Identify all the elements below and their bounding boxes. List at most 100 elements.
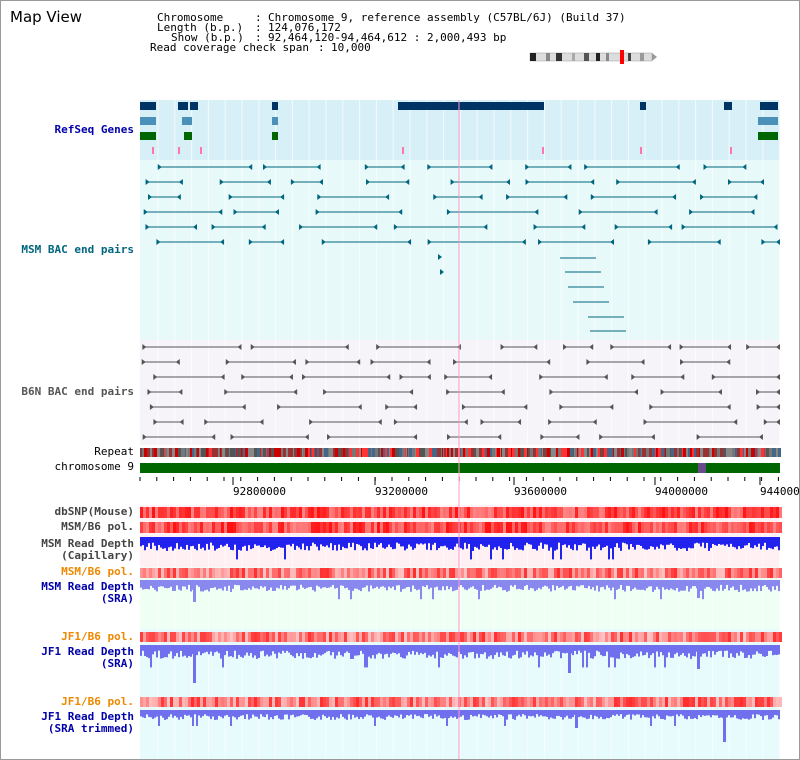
heat-cell [308, 697, 311, 707]
repeat-element [589, 448, 590, 457]
depth-bar [714, 645, 716, 655]
repeat-element [740, 448, 743, 457]
b6n-bac-end-pairs-track[interactable] [141, 344, 780, 440]
bac-end [726, 404, 731, 410]
depth-bar [252, 710, 254, 715]
depth-bar [496, 710, 498, 718]
repeat-track[interactable] [140, 448, 781, 457]
depth-bar [536, 645, 538, 656]
heat-cell [662, 522, 665, 533]
depth-bar [428, 537, 430, 544]
heat-cell [533, 522, 536, 533]
depth-bar [624, 645, 626, 659]
bac-end [233, 209, 238, 215]
depth-bar [264, 580, 266, 587]
heat-cell [632, 507, 635, 518]
heat-cell [671, 697, 674, 707]
depth-bar [478, 580, 480, 600]
heat-cell [479, 522, 482, 533]
chromosome-ideogram[interactable] [529, 50, 657, 64]
depth-bar [740, 537, 742, 549]
bac-end [344, 344, 349, 350]
heat-cell [191, 507, 194, 518]
depth-bar [292, 580, 294, 586]
depth-bar [194, 710, 196, 715]
repeat-element [266, 448, 267, 457]
heat-cell [275, 522, 278, 533]
depth-bar [254, 580, 256, 589]
depth-bar [766, 645, 768, 656]
heat-cell [653, 568, 656, 578]
depth-bar [560, 645, 562, 659]
depth-bar [654, 710, 656, 719]
heat-cell [527, 632, 530, 642]
depth-bar [452, 537, 454, 550]
heat-cell [266, 507, 269, 518]
depth-bar [462, 710, 464, 716]
depth-bar [330, 645, 332, 656]
depth-bar [404, 645, 406, 659]
msm-bac-end-pairs-track[interactable] [143, 164, 780, 332]
heat-cell [518, 568, 521, 578]
depth-bar [696, 537, 698, 543]
refseq-genes-track[interactable] [140, 102, 778, 154]
depth-bar [486, 537, 488, 547]
heat-cell [398, 568, 401, 578]
depth-bar [200, 580, 202, 592]
repeat-element [333, 448, 335, 457]
heat-cell [434, 632, 437, 642]
heat-cell [302, 507, 305, 518]
depth-bar [596, 537, 598, 547]
depth-bar [772, 645, 774, 656]
depth-bar [388, 580, 390, 587]
depth-bar [612, 580, 614, 588]
heat-cell [278, 522, 281, 533]
depth-bar [606, 580, 608, 586]
repeat-element [349, 448, 352, 457]
depth-bar [644, 645, 646, 655]
heat-tracks[interactable] [140, 507, 782, 707]
heat-cell [677, 697, 680, 707]
bac-end [220, 239, 225, 245]
repeat-element [212, 448, 215, 457]
bac-end [538, 239, 543, 245]
bac-end [357, 404, 362, 410]
depth-bar [548, 580, 550, 589]
depth-bar [244, 645, 246, 656]
heat-cell [707, 568, 710, 578]
depth-bar [592, 645, 594, 659]
heat-cell [656, 632, 659, 642]
depth-bar [414, 537, 416, 549]
heat-cell [383, 697, 386, 707]
depth-bar [638, 580, 640, 590]
heat-cell [176, 507, 179, 518]
repeat-element [699, 448, 700, 457]
repeat-element [500, 448, 501, 457]
depth-bar [358, 645, 360, 656]
heat-cell [563, 632, 566, 642]
repeat-element [510, 448, 511, 457]
heat-cell [779, 697, 782, 707]
depth-bar [618, 710, 620, 716]
heat-cell [704, 507, 707, 518]
heat-cell [197, 522, 200, 533]
depth-bar [200, 537, 202, 549]
depth-tracks[interactable] [140, 537, 780, 742]
bac-end [230, 434, 235, 440]
depth-bar [358, 537, 360, 545]
depth-bar [342, 580, 344, 586]
repeat-element [302, 448, 303, 457]
heat-cell [743, 507, 746, 518]
bac-end [178, 179, 183, 185]
depth-bar [488, 580, 490, 590]
heat-cell [767, 697, 770, 707]
heat-cell [173, 568, 176, 578]
depth-bar [210, 580, 212, 589]
repeat-element [153, 448, 154, 457]
depth-bar [410, 645, 412, 655]
heat-cell [407, 507, 410, 518]
depth-bar [198, 645, 200, 652]
heat-cell [479, 632, 482, 642]
depth-bar [304, 580, 306, 589]
